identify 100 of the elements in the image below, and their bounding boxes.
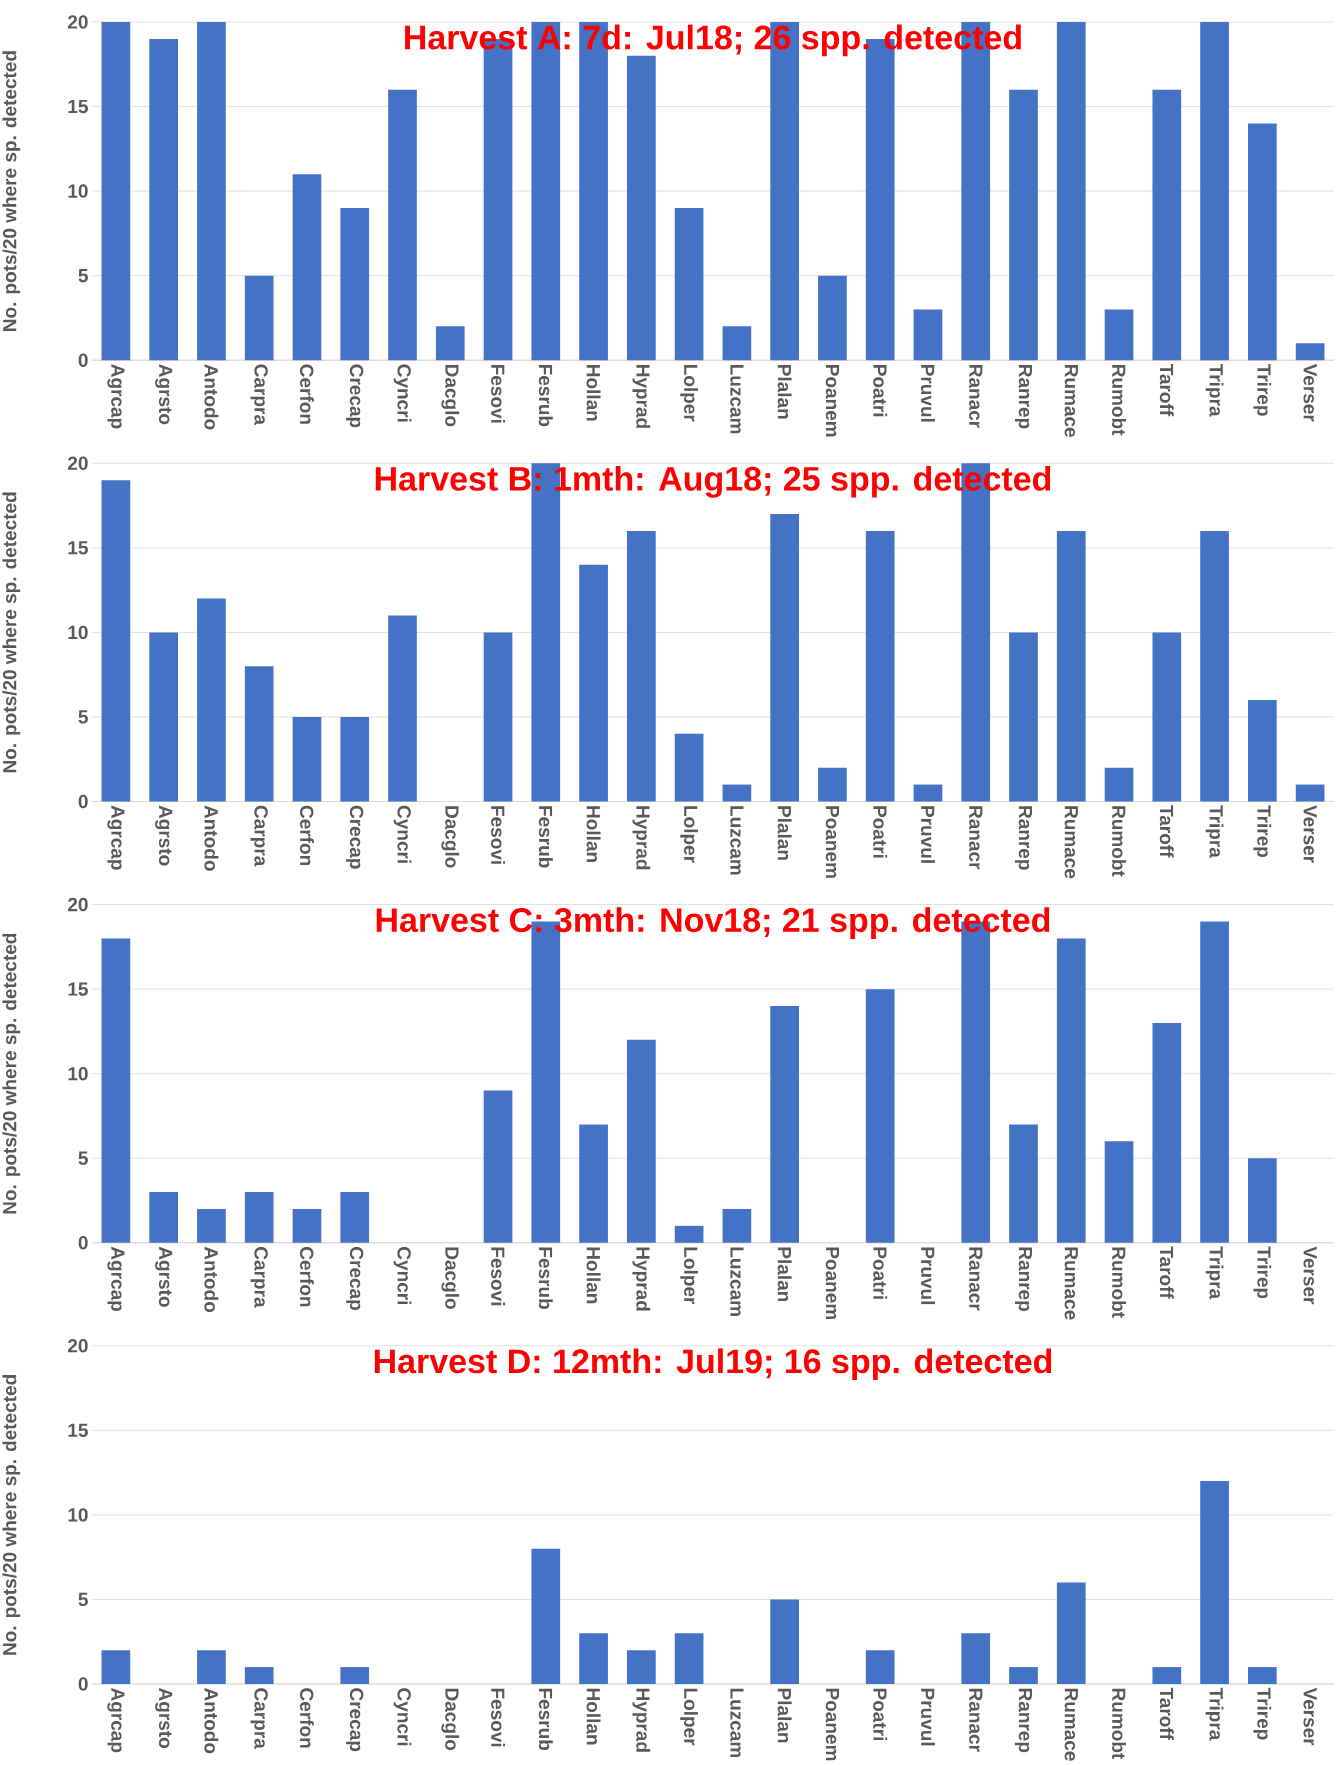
y-tick-label: 5 (78, 710, 88, 724)
bar (101, 480, 131, 802)
x-tick-label: Taroff (1159, 1246, 1174, 1299)
x-tick-label: Poatri (873, 364, 888, 417)
bar (1200, 530, 1229, 802)
x-tick-label: Trirep (1253, 1687, 1272, 1740)
bar (1104, 767, 1134, 802)
bar (483, 632, 513, 802)
x-tick-label: Cerfon (299, 364, 314, 424)
x-tick-label: Fesovi (491, 1247, 506, 1306)
x-tick-label: Taroff (1159, 1687, 1174, 1740)
x-tick-label: Hyprad (632, 1247, 651, 1311)
bar (292, 716, 322, 802)
x-tick-label: Agrcap (107, 364, 125, 429)
x-tick-label: Poatri (873, 1247, 888, 1299)
y-tick-label: 15 (68, 99, 88, 114)
x-tick-label: Hyprad (632, 1688, 651, 1752)
bar (1152, 632, 1182, 802)
x-tick-label: Luzcam (730, 1247, 744, 1316)
bar (1248, 1667, 1277, 1684)
x-tick-label: Dacglo (441, 1247, 460, 1309)
x-tick-label: Antodo (204, 364, 219, 430)
x-tick-label: Cerfon (299, 1688, 314, 1748)
x-tick-label: Agrsto (155, 364, 173, 425)
x-tick-label: Hollan (586, 1247, 601, 1304)
x-tick-label: Agrsto (155, 1688, 173, 1748)
x-tick-label: Ranrep (1015, 364, 1032, 429)
x-tick-label: Tripra (1205, 805, 1224, 858)
y-tick-label: 0 (78, 353, 88, 367)
x-tick-label: Crecap (346, 1688, 364, 1752)
bar (1056, 1582, 1086, 1684)
x-tick-label: Rumobt (1112, 1688, 1127, 1760)
chart-title: Harvest C: 3mth: Nov18; 21 spp. detected (376, 907, 1050, 939)
x-tick-label: Poanem (825, 364, 840, 437)
bar (1056, 530, 1086, 802)
x-tick-label: Cyncri (393, 805, 412, 863)
y-tick-label: 10 (68, 625, 88, 640)
x-tick-label: Fesovi (491, 806, 506, 864)
bar (435, 326, 465, 361)
y-tick-label: 20 (67, 897, 88, 912)
bar (865, 989, 895, 1243)
x-tick-label: Crecap (346, 364, 364, 428)
bar (340, 1192, 370, 1243)
bar (149, 632, 178, 802)
bar (1295, 784, 1325, 802)
x-tick-label: Hyprad (632, 806, 651, 870)
bar (340, 716, 370, 802)
y-tick-label: 15 (68, 1423, 88, 1437)
bar (1009, 632, 1038, 802)
x-tick-label: Cyncri (393, 364, 412, 422)
x-tick-label: Crecap (346, 805, 364, 869)
x-tick-label: Fesrub (538, 806, 553, 868)
x-tick-label: Fesrub (538, 364, 553, 427)
x-tick-label: Antodo (204, 1688, 219, 1754)
bar (1152, 1667, 1182, 1684)
x-tick-label: Plalan (777, 364, 792, 419)
x-tick-label: Fesrub (538, 1688, 553, 1751)
bar (818, 275, 847, 361)
bar (197, 21, 226, 361)
y-axis-title: No. pots/20 where sp. detected (2, 492, 21, 773)
x-tick-label: Agrcap (107, 1688, 125, 1753)
x-tick-label: Verser (1303, 1246, 1317, 1305)
bar (292, 174, 322, 361)
x-tick-label: Carpra (250, 364, 268, 426)
x-tick-label: Taroff (1159, 805, 1174, 858)
y-tick-label: 5 (78, 1592, 88, 1607)
x-tick-label: Carpra (250, 1688, 268, 1749)
y-tick-label: 10 (68, 1066, 88, 1081)
bar (770, 514, 799, 802)
bar (627, 55, 656, 361)
x-tick-label: Verser (1303, 805, 1317, 863)
x-tick-label: Luzcam (730, 806, 744, 875)
y-tick-label: 0 (78, 794, 88, 809)
x-tick-label: Hollan (586, 1688, 601, 1745)
x-tick-label: Lolper (680, 806, 698, 863)
x-tick-label: Verser (1303, 363, 1317, 422)
x-tick-label: Rumace (1064, 1247, 1078, 1320)
bar (101, 21, 131, 361)
x-tick-label: Rumobt (1112, 1247, 1127, 1318)
x-tick-label: Cyncri (393, 1688, 412, 1746)
bar (627, 530, 656, 802)
x-tick-label: Pruvul (920, 806, 935, 863)
bar (722, 784, 752, 802)
bar (1009, 89, 1038, 361)
bar (913, 784, 943, 802)
x-tick-label: Rumobt (1112, 806, 1127, 877)
x-tick-label: Carpra (250, 805, 268, 867)
bar (244, 1192, 274, 1243)
x-tick-label: Antodo (204, 805, 219, 871)
bar (1248, 1158, 1277, 1243)
x-tick-label: Rumace (1064, 364, 1078, 437)
x-tick-label: Ranrep (1015, 1247, 1032, 1311)
x-tick-label: Ranrep (1015, 806, 1032, 870)
x-tick-label: Fesovi (491, 1688, 506, 1747)
y-tick-label: 10 (68, 1508, 88, 1522)
y-tick-label: 5 (78, 269, 88, 283)
x-tick-label: Rumobt (1112, 364, 1127, 436)
bar (674, 1225, 704, 1243)
bar (627, 1650, 656, 1684)
x-tick-label: Tripra (1205, 363, 1224, 417)
